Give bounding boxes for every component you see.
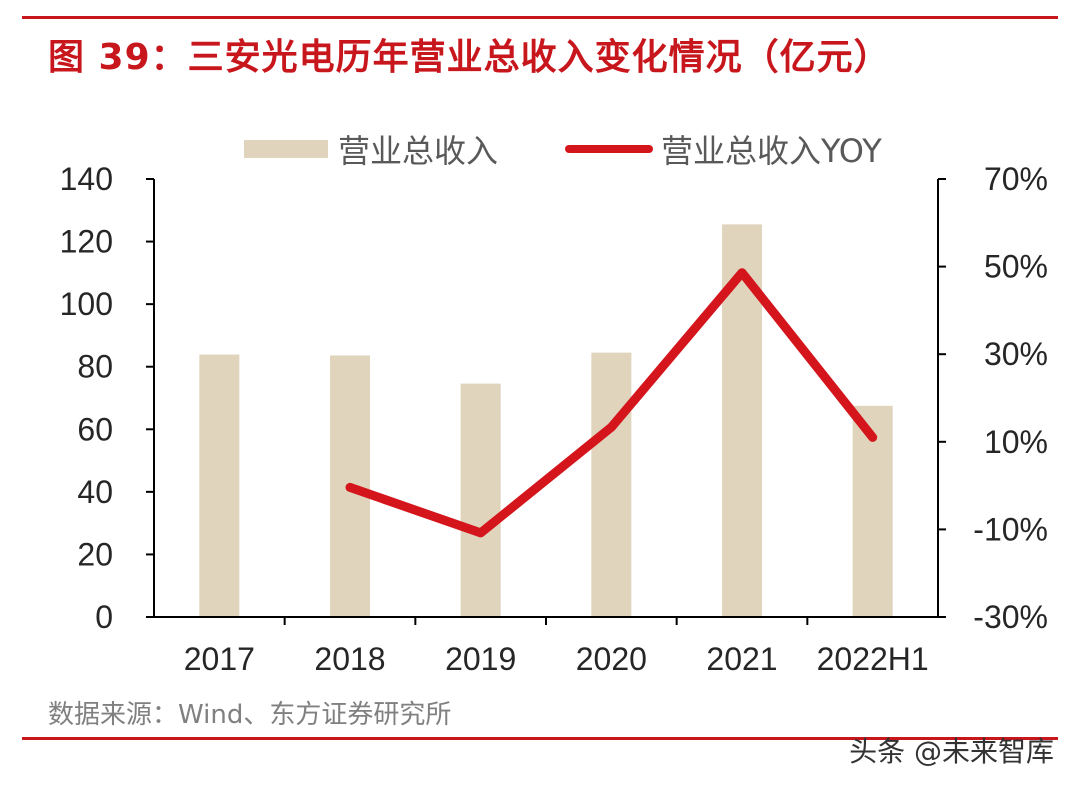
bar-2020	[591, 352, 632, 617]
y-left-tick-label: 60	[77, 411, 113, 447]
y-left-tick-label: 20	[77, 536, 113, 572]
bar-2017	[199, 354, 240, 617]
bottom-rule	[22, 737, 1058, 740]
y-right-tick-label: 50%	[984, 249, 1048, 285]
legend-swatch-yoy	[565, 145, 653, 153]
x-tick-label: 2017	[184, 641, 255, 677]
bar-2019	[460, 383, 501, 617]
legend-label-yoy: 营业总收入YOY	[661, 132, 882, 170]
watermark: 头条 @未来智库	[849, 735, 1054, 768]
y-left-tick-label: 80	[77, 349, 113, 385]
y-right-tick-label: 30%	[984, 336, 1048, 372]
legend-item-revenue: 营业总收入	[244, 126, 498, 172]
legend-label-revenue: 营业总收入	[338, 132, 499, 170]
legend-swatch-revenue	[244, 140, 328, 158]
y-right-tick-label: 70%	[984, 161, 1048, 197]
x-tick-label: 2022H1	[817, 641, 929, 677]
y-left-tick-label: 120	[60, 224, 113, 260]
x-tick-label: 2019	[445, 641, 516, 677]
chart-legend: 营业总收入 营业总收入YOY	[0, 126, 1080, 170]
y-right-tick-label: -10%	[973, 511, 1048, 547]
yoy-line	[345, 268, 878, 538]
y-right-tick-label: -30%	[973, 599, 1048, 635]
y-left-tick-label: 0	[95, 599, 113, 635]
top-rule	[22, 16, 1058, 19]
x-tick-label: 2018	[314, 641, 385, 677]
x-tick-label: 2021	[706, 641, 777, 677]
y-left-tick-label: 40	[77, 474, 113, 510]
legend-item-yoy: 营业总收入YOY	[565, 126, 882, 172]
y-left-tick-label: 100	[60, 286, 113, 322]
y-left-tick-label: 140	[60, 161, 113, 197]
y-right-tick-label: 10%	[984, 424, 1048, 460]
figure-title: 图 39：三安光电历年营业总收入变化情况（亿元）	[48, 37, 891, 78]
x-tick-label: 2020	[576, 641, 647, 677]
source-note: 数据来源：Wind、东方证券研究所	[48, 700, 452, 730]
